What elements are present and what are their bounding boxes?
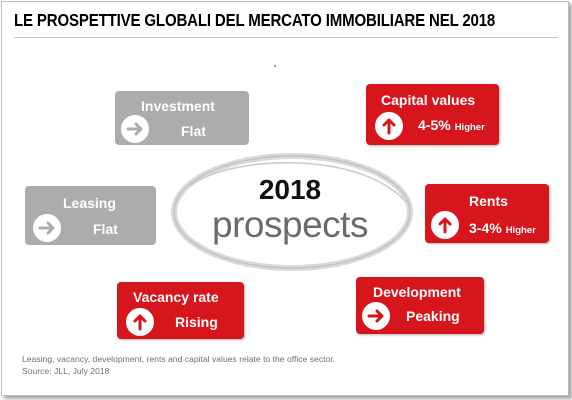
capital-values-qualifier: Higher	[454, 122, 485, 133]
rents-label: Rents	[469, 193, 508, 209]
capital-values-label: Capital values	[381, 92, 476, 108]
footnote: Leasing, vacancy, development, rents and…	[22, 354, 336, 364]
capital-values-range: 4-5%	[418, 117, 451, 133]
up-arrow-icon	[431, 211, 459, 239]
page-title: LE PROSPETTIVE GLOBALI DEL MERCATO IMMOB…	[14, 10, 496, 30]
center-year: 2018	[258, 174, 322, 205]
investment-card: Investment Flat	[115, 91, 249, 145]
vacancy-rate-value: Rising	[175, 314, 218, 330]
right-arrow-icon	[121, 115, 149, 143]
rents-range: 3-4%	[469, 220, 502, 236]
vacancy-rate-card: Vacancy rate Rising	[117, 282, 244, 339]
center-word: prospects	[212, 204, 368, 245]
leasing-label: Leasing	[63, 195, 116, 211]
development-label: Development	[373, 284, 461, 300]
capital-values-card: Capital values 4-5% Higher	[366, 84, 499, 145]
title-divider	[14, 37, 558, 38]
leasing-card: Leasing Flat	[25, 186, 156, 245]
right-arrow-icon	[362, 302, 390, 330]
development-card: Development Peaking	[356, 277, 484, 334]
up-arrow-icon	[375, 112, 403, 140]
rents-card: Rents 3-4% Higher	[425, 184, 549, 243]
up-arrow-icon	[126, 308, 154, 336]
source-note: Source: JLL, July 2018	[22, 366, 110, 376]
rents-value: 3-4% Higher	[469, 220, 536, 236]
hand-drawn-ellipse	[171, 153, 413, 271]
decorative-dot	[274, 65, 276, 67]
right-arrow-icon	[33, 214, 61, 242]
investment-value: Flat	[181, 123, 206, 139]
investment-label: Investment	[141, 98, 215, 114]
capital-values-value: 4-5% Higher	[418, 117, 485, 133]
rents-qualifier: Higher	[505, 225, 536, 236]
vacancy-rate-label: Vacancy rate	[133, 289, 219, 305]
development-value: Peaking	[406, 308, 460, 324]
leasing-value: Flat	[93, 221, 118, 237]
